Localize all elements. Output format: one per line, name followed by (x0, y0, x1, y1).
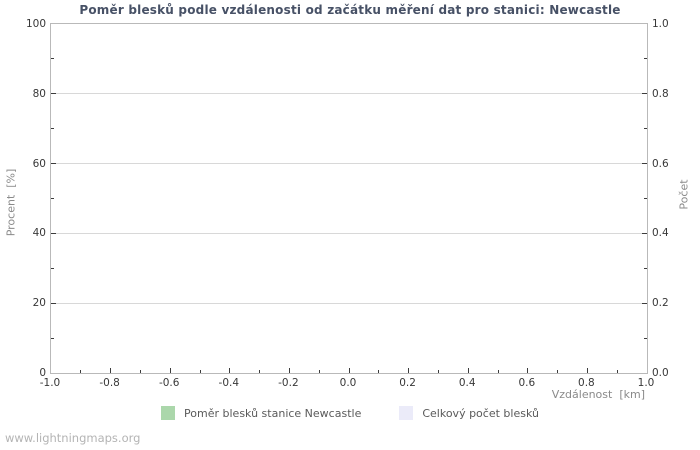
x-tick-label: 0.4 (458, 377, 476, 389)
x-major-tick (348, 368, 350, 373)
x-minor-tick (497, 370, 499, 373)
y-tick-label-left: 0 (39, 367, 46, 379)
x-major-tick (169, 368, 171, 373)
x-major-tick (229, 368, 231, 373)
gridline (51, 302, 647, 304)
y-tick-label-right: 0.8 (652, 87, 669, 100)
legend-item-ratio: Poměr blesků stanice Newcastle (161, 406, 361, 420)
x-axis-label: Vzdálenost [km] (551, 388, 645, 401)
x-tick-label: -0.8 (99, 377, 120, 389)
x-minor-tick (437, 370, 439, 373)
legend-label-total: Celkový počet blesků (422, 406, 539, 420)
y-major-tick-right (642, 302, 647, 304)
legend: Poměr blesků stanice Newcastle Celkový p… (0, 406, 700, 420)
y-minor-tick-left (51, 128, 54, 130)
plot-area (50, 23, 648, 374)
y-axis-label-right: Počet (677, 179, 691, 210)
y-major-tick-left (51, 302, 56, 304)
y-tick-label-left: 40 (32, 227, 46, 240)
x-tick-label: -1.0 (39, 377, 61, 389)
y-minor-tick-right (644, 198, 647, 199)
x-major-tick (467, 368, 469, 373)
gridline (51, 163, 647, 165)
y-minor-tick-right (644, 267, 647, 269)
y-minor-tick-right (644, 128, 647, 130)
y-major-tick-right (642, 93, 647, 95)
x-major-tick (586, 368, 588, 373)
x-tick-label: 0.0 (339, 377, 357, 389)
y-major-tick-left (51, 93, 56, 95)
y-tick-label-right: 0.4 (652, 227, 669, 240)
x-tick-label: -0.2 (278, 377, 299, 389)
y-minor-tick-right (644, 58, 647, 60)
legend-label-ratio: Poměr blesků stanice Newcastle (184, 406, 362, 420)
x-tick-label: -0.4 (218, 377, 240, 389)
x-tick-label: 0.8 (578, 377, 595, 389)
y-minor-tick-left (51, 58, 54, 60)
legend-item-total: Celkový počet blesků (399, 406, 539, 420)
x-minor-tick (318, 370, 320, 373)
y-tick-label-right: 0.0 (652, 367, 669, 379)
y-tick-label-left: 80 (32, 87, 46, 100)
x-minor-tick (259, 370, 261, 373)
legend-swatch-total (399, 406, 414, 420)
y-minor-tick-left (51, 198, 54, 199)
watermark-link[interactable]: www.lightningmaps.org (5, 431, 141, 445)
x-tick-label: 1.0 (637, 377, 655, 389)
gridline (51, 232, 647, 234)
x-tick-label: 0.6 (518, 377, 536, 389)
y-minor-tick-left (51, 267, 54, 269)
y-major-tick-left (51, 232, 56, 234)
x-minor-tick (139, 370, 141, 373)
y-major-tick-right (642, 232, 647, 234)
y-tick-label-right: 1.0 (652, 18, 669, 30)
gridline (51, 93, 647, 95)
y-tick-label-left: 100 (25, 18, 46, 30)
y-major-tick-left (51, 163, 56, 165)
x-major-tick (288, 368, 290, 373)
y-minor-tick-left (51, 337, 54, 339)
y-tick-label-right: 0.2 (652, 297, 669, 310)
x-tick-label: 0.2 (399, 377, 416, 389)
x-minor-tick (616, 370, 618, 373)
chart-title: Poměr blesků podle vzdálenosti od začátk… (79, 3, 621, 17)
x-major-tick (527, 368, 529, 373)
legend-swatch-ratio (161, 406, 176, 420)
y-tick-label-right: 0.6 (652, 157, 669, 170)
x-tick-label: -0.6 (158, 377, 180, 389)
x-minor-tick (199, 370, 201, 373)
x-minor-tick (557, 370, 559, 373)
x-major-tick (408, 368, 410, 373)
y-tick-label-left: 60 (32, 157, 46, 170)
x-minor-tick (80, 370, 82, 373)
y-tick-label-left: 20 (32, 297, 46, 310)
x-minor-tick (378, 370, 380, 373)
y-minor-tick-right (644, 337, 647, 339)
x-major-tick (110, 368, 112, 373)
y-major-tick-right (642, 163, 647, 165)
